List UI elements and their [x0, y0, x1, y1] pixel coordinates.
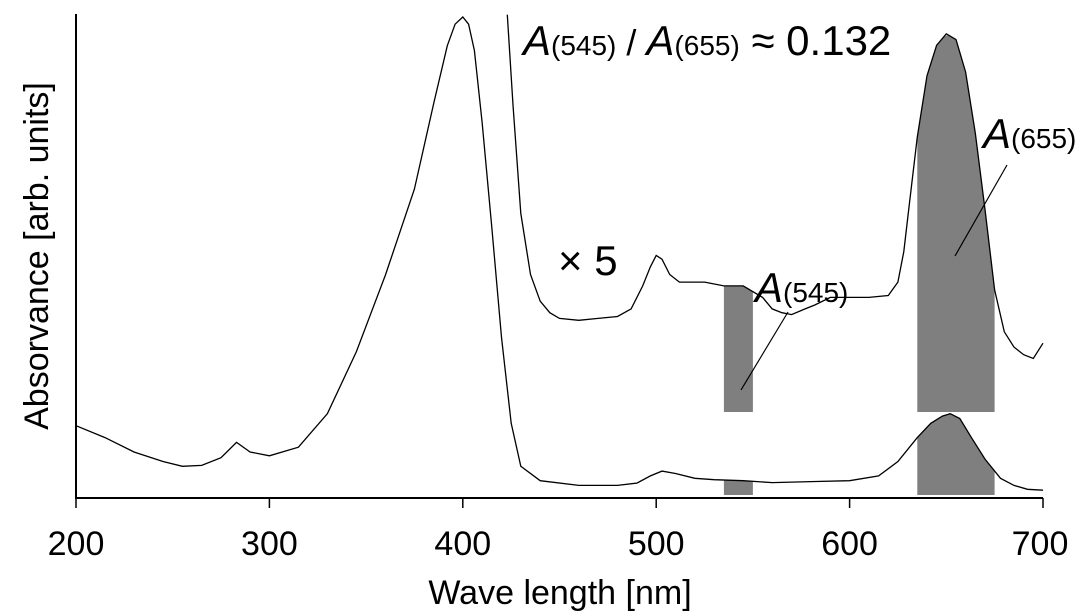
- a655-sub: (655): [1011, 123, 1076, 154]
- shaded-band-lower-1: [917, 414, 995, 495]
- scale-factor-label: × 5: [558, 237, 618, 284]
- x-tick-label: 500: [628, 525, 685, 563]
- shaded-bands: [723, 35, 995, 495]
- ratio-letter-1: A: [520, 17, 551, 64]
- a655-leader-line: [954, 164, 1008, 257]
- a545-leader-line: [740, 311, 789, 391]
- ratio-slash: /: [616, 22, 646, 63]
- shaded-band-upper-1: [917, 35, 995, 412]
- x-tick-label: 400: [434, 525, 491, 563]
- a545-letter: A: [752, 264, 783, 311]
- ratio-value: ≈ 0.132: [740, 17, 892, 64]
- ratio-letter-2: A: [643, 17, 674, 64]
- y-axis-title: Absorvance [arb. units]: [18, 82, 56, 430]
- ratio-annotation: A(545) / A(655) ≈ 0.132: [520, 17, 891, 64]
- x-tick-label: 300: [241, 525, 298, 563]
- shaded-band-lower-0: [723, 480, 753, 495]
- a545-label: A(545): [752, 264, 848, 311]
- x-tick-label: 200: [48, 525, 105, 563]
- x-ticks: 200 300 400 500 600 700: [48, 498, 1069, 563]
- x-tick-label: 700: [1012, 525, 1069, 563]
- a655-label: A(655): [980, 110, 1076, 157]
- shaded-band-upper-0: [723, 285, 753, 412]
- ratio-sub-2: (655): [674, 30, 739, 61]
- a545-sub: (545): [783, 277, 848, 308]
- x-tick-label: 600: [821, 525, 878, 563]
- x-axis-title: Wave length [nm]: [428, 574, 691, 612]
- ratio-sub-1: (545): [551, 30, 616, 61]
- spectrum-line-x1: [75, 16, 1044, 491]
- a655-letter: A: [980, 110, 1011, 157]
